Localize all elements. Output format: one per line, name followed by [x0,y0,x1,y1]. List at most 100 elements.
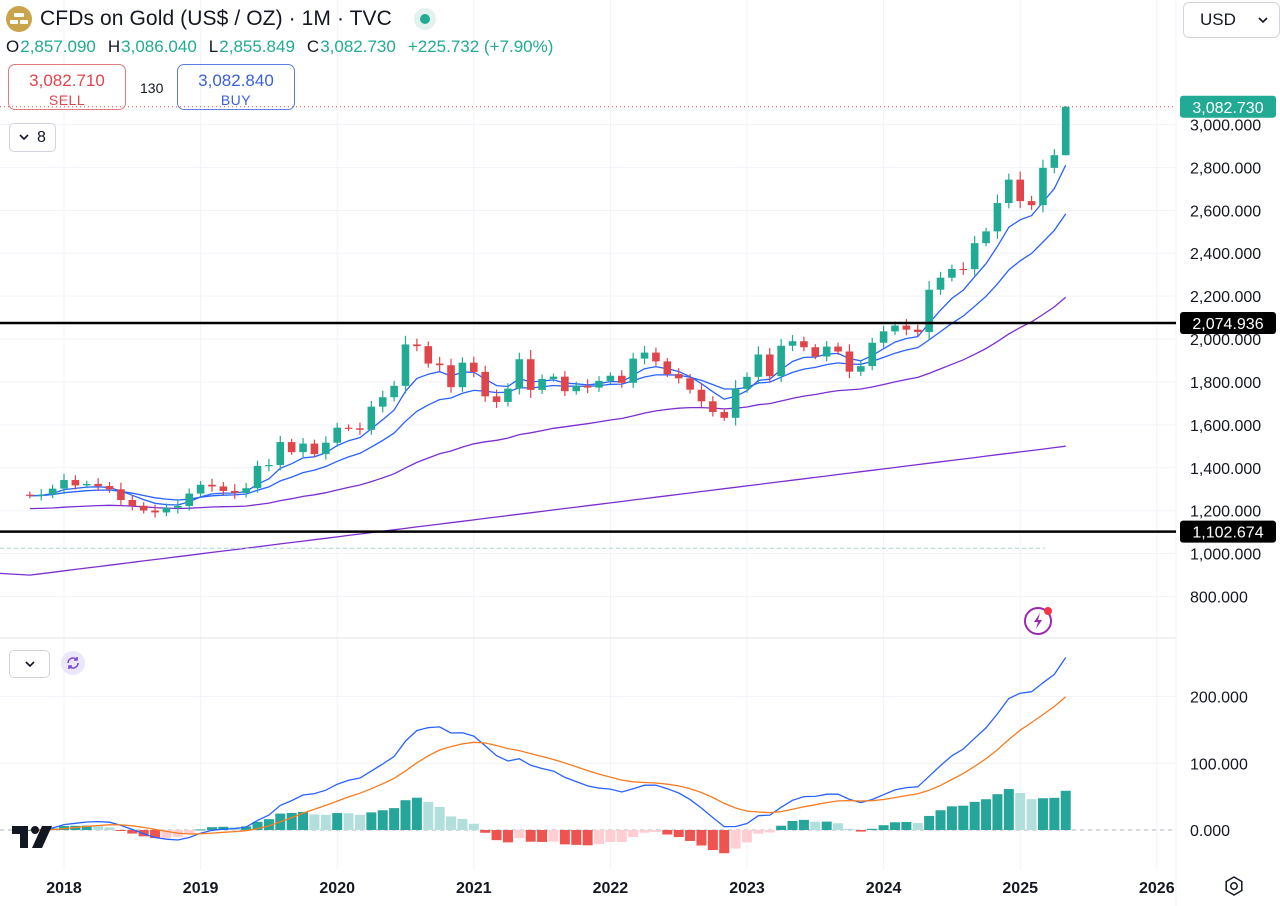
buy-button[interactable]: 3,082.840 BUY [177,64,295,110]
candle-body [333,427,341,443]
lightning-alert-icon[interactable] [1023,605,1055,637]
price-tick-label: 2,800.000 [1190,160,1261,177]
macd-histogram-bar [104,827,115,830]
time-tick-label: 2026 [1139,880,1175,897]
candle-body [230,490,239,493]
settings-icon[interactable] [1224,876,1244,896]
candle-body [1005,179,1013,204]
price-tags: 2,074.936 1,102.674 3,082.730 [1180,95,1276,543]
candle-body [970,243,979,270]
macd-histogram-bar [776,825,787,830]
time-axis[interactable]: 2018 2019 2020 2021 2022 2023 2024 2025 2026 [46,880,1174,897]
macd-histogram-bar [81,825,92,830]
candle-body [276,442,285,466]
candle-body [504,388,512,402]
price-tick-label: 3,000.000 [1190,118,1261,135]
candle-body [413,344,421,347]
time-tick-label: 2019 [183,880,219,897]
macd-histogram-bar [969,801,980,830]
macd-histogram-bar [491,830,502,841]
currency-select[interactable]: USD [1183,2,1280,38]
high-value: 3,086.040 [121,37,197,56]
macd-histogram-bar [298,811,309,830]
price-tick-label: 1,400.000 [1190,461,1261,478]
ema-fast-line [29,164,1067,506]
macd-tick-label: 200.000 [1190,690,1248,707]
macd-histogram-bar [389,808,400,830]
macd-histogram-bar [150,830,161,839]
candle-body [526,359,535,390]
macd-histogram-bar [286,813,297,830]
moving-averages [0,164,1067,576]
candle-body [845,351,854,372]
macd-histogram-bar [924,815,935,830]
indicator-count: 8 [37,128,46,146]
symbol-title[interactable]: CFDs on Gold (US$ / OZ) · 1M · TVC [40,7,392,30]
sell-button[interactable]: 3,082.710 SELL [8,64,126,110]
candle-body [253,465,262,489]
time-tick-label: 2024 [866,880,902,897]
macd-histogram-bar [184,830,195,834]
candle-body [549,376,558,379]
currency-value: USD [1200,10,1236,29]
candle-body [800,341,808,348]
macd-histogram-bar [605,830,616,842]
candle-body [606,375,615,381]
macd-histogram-bar [434,806,445,830]
macd-histogram-bar [707,830,718,851]
pane-separator [0,0,1177,906]
macd-histogram-bar [764,830,775,833]
price-axis[interactable]: 800.000 1,000.000 1,200.000 1,400.000 1,600.… [1190,118,1261,840]
macd-histogram-bar [844,828,855,830]
macd-histogram-bar [127,830,138,834]
macd-histogram-bar [559,830,570,845]
grid-lines [0,0,1176,870]
candle-body [617,375,626,383]
candle-body [663,361,672,375]
macd-histogram-bar [719,830,730,854]
macd-histogram-bar [366,812,377,830]
macd-histogram-bar [582,830,593,846]
candle-body [162,507,171,513]
indicators-toggle-button[interactable]: 8 [9,123,56,152]
candle-body [435,363,444,366]
candle-body [879,331,888,343]
macd-histogram-bar [673,830,684,838]
candle-body [151,510,159,513]
macd-collapse-button[interactable] [9,650,50,678]
candle-body [754,354,763,377]
horizontal-levels[interactable] [0,106,1176,549]
level-tag [1180,311,1276,334]
price-tick-label: 1,000.000 [1190,547,1261,564]
macd-histogram-bar [537,830,548,842]
candle-body [1061,106,1070,156]
time-tick-label: 2018 [46,880,82,897]
candle-body [117,489,125,500]
candle-body [834,346,842,352]
candle-body [174,506,182,508]
candle-body [572,385,581,392]
macd-histogram-bar [1049,797,1060,830]
candle-body [458,362,467,388]
candle-body [310,443,319,455]
last-price-label: 3,082.730 [1192,100,1263,117]
candle-body [71,480,80,486]
candle-body [731,388,740,418]
macd-histogram-bar [685,830,696,841]
candle-body [1016,179,1024,202]
macd-histogram-bar [901,821,912,830]
candle-body [709,401,717,413]
candle-body [287,442,296,453]
sync-icon[interactable] [61,651,85,675]
candle-body [265,465,273,467]
time-tick-label: 2023 [729,880,765,897]
macd-histogram-bar [810,821,821,830]
level-tag-label: 2,074.936 [1192,316,1263,333]
candle-body [356,428,364,430]
open-value: 2,857.090 [20,37,96,56]
candle-body [390,385,398,398]
candle-body [868,342,877,367]
buy-price: 3,082.840 [198,71,274,90]
macd-histogram-bar [639,830,650,833]
